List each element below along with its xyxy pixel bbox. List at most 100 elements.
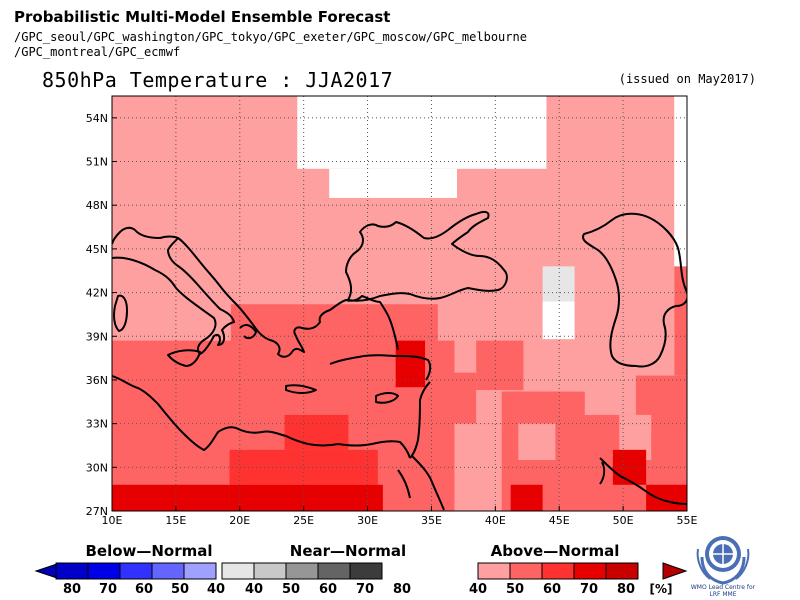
above-swatch [573, 562, 607, 580]
sinai-coast [397, 469, 411, 499]
below-tick-label: 50 [171, 582, 189, 597]
below-normal-title: Below—Normal [85, 542, 213, 560]
near-tick-label: 80 [393, 582, 411, 597]
below-swatch [87, 562, 121, 580]
lon-label: 40E [485, 514, 506, 527]
below-tick-label: 80 [63, 582, 81, 597]
lat-label: 54N [86, 112, 108, 125]
near-tick-label: 40 [245, 582, 263, 597]
near-tick-label: 60 [319, 582, 337, 597]
above-tick-label: 80 [617, 582, 635, 597]
lat-label: 33N [86, 418, 108, 431]
below-tick-label: 70 [99, 582, 117, 597]
italy-coast [112, 226, 235, 355]
latitude-labels: 54N 51N 48N 45N 42N 39N 36N 33N 30N 27N [86, 112, 117, 518]
probability-cell [453, 372, 477, 424]
near-swatch [317, 562, 351, 580]
longitude-labels: 10E 15E 20E 25E 30E 35E 40E 45E 50E 55E [102, 506, 698, 527]
lat-label: 36N [86, 374, 108, 387]
probability-cell [612, 449, 647, 485]
above-tick-label: 40 [469, 582, 487, 597]
above-swatch [509, 562, 543, 580]
probability-cell [518, 423, 556, 461]
probability-cell [476, 340, 524, 391]
sardinia-coast [113, 294, 128, 332]
crete-coast [285, 384, 317, 394]
probability-cell [229, 449, 378, 485]
probability-cell [542, 266, 575, 302]
balkan-inner [239, 324, 257, 340]
lon-label: 10E [102, 514, 123, 527]
sicily-coast [167, 349, 201, 367]
probability-cell [646, 484, 687, 511]
probability-cell [510, 484, 543, 511]
legend-below-normal: 80 70 60 50 40 [34, 562, 225, 597]
above-tick-label: 60 [543, 582, 561, 597]
lat-label: 30N [86, 461, 108, 474]
lat-label: 27N [86, 505, 108, 518]
near-tick-label: 50 [282, 582, 300, 597]
map-frame [111, 95, 688, 512]
near-swatch [349, 562, 383, 580]
legend-above-normal: 40 50 60 70 80 [%] [469, 562, 688, 597]
near-tick-label: 70 [356, 582, 374, 597]
turkey-south [329, 354, 432, 381]
wmo-logo-text: WMO Lead Centre for LRF MME [690, 584, 756, 598]
lon-label: 30E [357, 514, 378, 527]
black-sea-coast [345, 210, 508, 302]
near-swatch [221, 562, 255, 580]
coastlines [112, 210, 687, 511]
lat-label: 48N [86, 199, 108, 212]
caspian-coast [582, 212, 687, 368]
issued-date: (issued on May2017) [618, 72, 756, 86]
lat-label: 51N [86, 156, 108, 169]
probability-cells [112, 96, 687, 511]
probability-cell [329, 168, 457, 198]
qatar-coast [599, 461, 606, 485]
lat-label: 45N [86, 243, 108, 256]
models-line-1: /GPC_seoul/GPC_washington/GPC_tokyo/GPC_… [14, 30, 527, 44]
cyprus-coast [375, 392, 399, 404]
below-tick-label: 60 [135, 582, 153, 597]
above-normal-title: Above—Normal [490, 542, 620, 560]
above-tick-label: 50 [506, 582, 524, 597]
near-swatch [285, 562, 319, 580]
below-swatch [55, 562, 89, 580]
probability-cell [635, 375, 687, 417]
wmo-logo-icon [696, 536, 750, 585]
lon-label: 35E [421, 514, 442, 527]
above-swatch [541, 562, 575, 580]
above-unit-label: [%] [650, 582, 673, 596]
above-swatch [605, 562, 639, 580]
lon-label: 55E [677, 514, 698, 527]
lat-label: 39N [86, 330, 108, 343]
legend-near-normal: 40 50 60 70 80 [221, 562, 411, 597]
red-sea-coast [411, 455, 445, 511]
lon-label: 50E [613, 514, 634, 527]
forecast-title: Probabilistic Multi-Model Ensemble Forec… [14, 8, 391, 26]
gulf-coast [599, 457, 687, 505]
balkan-coast [177, 237, 399, 358]
lat-label: 42N [86, 287, 108, 300]
below-swatch [151, 562, 185, 580]
map-title: 850hPa Temperature : JJA2017 [42, 68, 394, 92]
below-tick-label: 40 [207, 582, 225, 597]
below-swatch [119, 562, 153, 580]
lon-label: 45E [549, 514, 570, 527]
north-africa-coast [112, 375, 411, 459]
lon-label: 20E [229, 514, 250, 527]
below-swatch [183, 562, 217, 580]
near-swatch [253, 562, 287, 580]
lon-label: 15E [165, 514, 186, 527]
legend-above-arrow [662, 562, 688, 580]
probability-cell [297, 96, 547, 169]
lon-label: 25E [293, 514, 314, 527]
probability-cell [112, 484, 230, 511]
near-normal-title: Near—Normal [289, 542, 407, 560]
probability-cell [229, 484, 383, 511]
probability-cell [674, 266, 687, 376]
models-line-2: /GPC_montreal/GPC_ecmwf [14, 45, 181, 59]
above-swatch [477, 562, 511, 580]
probability-cell [542, 301, 575, 340]
